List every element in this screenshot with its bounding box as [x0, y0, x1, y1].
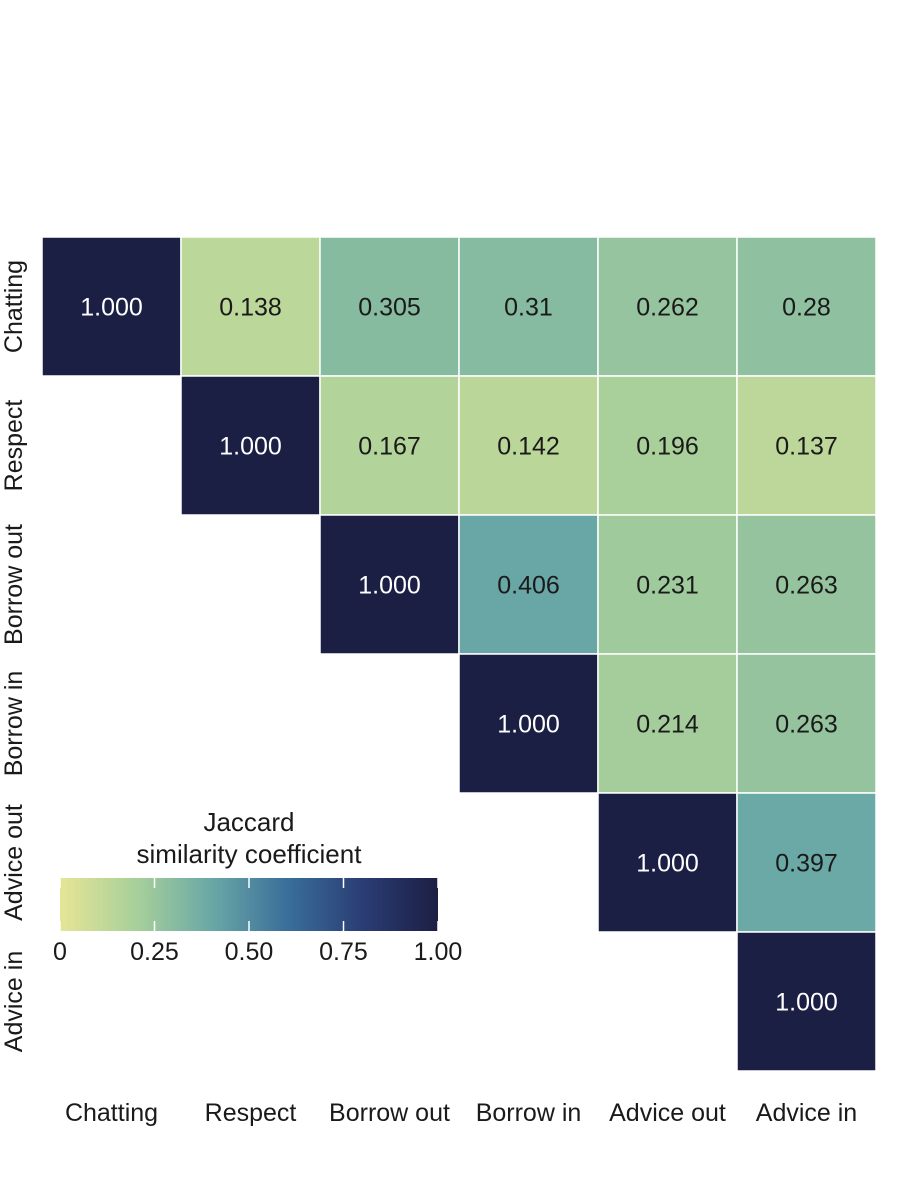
y-tick-label: Borrow in: [0, 671, 28, 777]
heatmap-cell: [180, 375, 321, 516]
cell-value-label: 0.231: [636, 572, 699, 600]
colorbar-tick-label: 0.25: [130, 938, 179, 966]
heatmap-cell: [597, 792, 738, 933]
cell-value-label: 1.000: [775, 989, 838, 1017]
cell-value-label: 0.137: [775, 433, 838, 461]
colorbar: Jaccard similarity coefficient 0 0.25 0.50…: [53, 807, 462, 966]
colorbar-tick-label: 1.00: [414, 938, 463, 966]
heatmap-cell: [736, 236, 877, 377]
y-tick-label: Chatting: [0, 260, 28, 353]
cell-value-label: 1.000: [80, 294, 143, 322]
cell-value-label: 0.406: [497, 572, 560, 600]
x-tick-label: Borrow out: [329, 1099, 450, 1127]
heatmap-cell: [736, 514, 877, 655]
heatmap-cell: [41, 236, 182, 377]
heatmap-cell: [736, 653, 877, 794]
cell-value-label: 0.214: [636, 711, 699, 739]
cell-value-label: 0.305: [358, 294, 421, 322]
colorbar-title-line1: Jaccard: [203, 807, 294, 837]
y-tick-label: Borrow out: [0, 524, 28, 645]
heatmap-cell: [736, 931, 877, 1072]
x-tick-label: Advice in: [756, 1099, 857, 1127]
cell-value-label: 0.397: [775, 850, 838, 878]
heatmap-cell: [458, 375, 599, 516]
cell-value-label: 1.000: [219, 433, 282, 461]
colorbar-title-line2: similarity coefficient: [137, 839, 363, 869]
cell-value-label: 0.262: [636, 294, 699, 322]
heatmap-cell: [458, 653, 599, 794]
cell-value-label: 0.196: [636, 433, 699, 461]
y-tick-labels: Chatting Respect Borrow out Borrow in Advice…: [0, 260, 28, 1052]
cell-value-label: 0.138: [219, 294, 282, 322]
cell-value-label: 0.31: [504, 294, 553, 322]
x-tick-label: Respect: [205, 1099, 297, 1127]
colorbar-tick-label: 0: [53, 938, 67, 966]
heatmap-cell: [597, 514, 738, 655]
heatmap-cell: [458, 514, 599, 655]
cell-value-label: 0.28: [782, 294, 831, 322]
heatmap-cell: [180, 236, 321, 377]
heatmap-cell: [736, 375, 877, 516]
x-tick-label: Chatting: [65, 1099, 158, 1127]
y-tick-label: Advice in: [0, 951, 28, 1052]
cell-value-label: 0.167: [358, 433, 421, 461]
cell-value-label: 0.263: [775, 572, 838, 600]
colorbar-ticks: 0 0.25 0.50 0.75 1.00: [53, 878, 462, 966]
x-tick-label: Borrow in: [476, 1099, 582, 1127]
heatmap-cell: [319, 375, 460, 516]
y-tick-label: Respect: [0, 400, 28, 492]
heatmap-cell: [597, 653, 738, 794]
cell-value-label: 1.000: [358, 572, 421, 600]
colorbar-tick-label: 0.50: [225, 938, 274, 966]
x-tick-labels: Chatting Respect Borrow out Borrow in Advice…: [65, 1099, 857, 1127]
cell-value-label: 1.000: [636, 850, 699, 878]
cell-value-label: 0.142: [497, 433, 560, 461]
x-tick-label: Advice out: [609, 1099, 726, 1127]
y-tick-label: Advice out: [0, 804, 28, 921]
heatmap-cells: 1.000 0.138 0.305 0.31 0.262 0.281.000 0.167 0.…: [41, 236, 877, 1072]
heatmap-cell: [319, 514, 460, 655]
cell-value-label: 1.000: [497, 711, 560, 739]
colorbar-tick-label: 0.75: [319, 938, 368, 966]
cell-value-label: 0.263: [775, 711, 838, 739]
